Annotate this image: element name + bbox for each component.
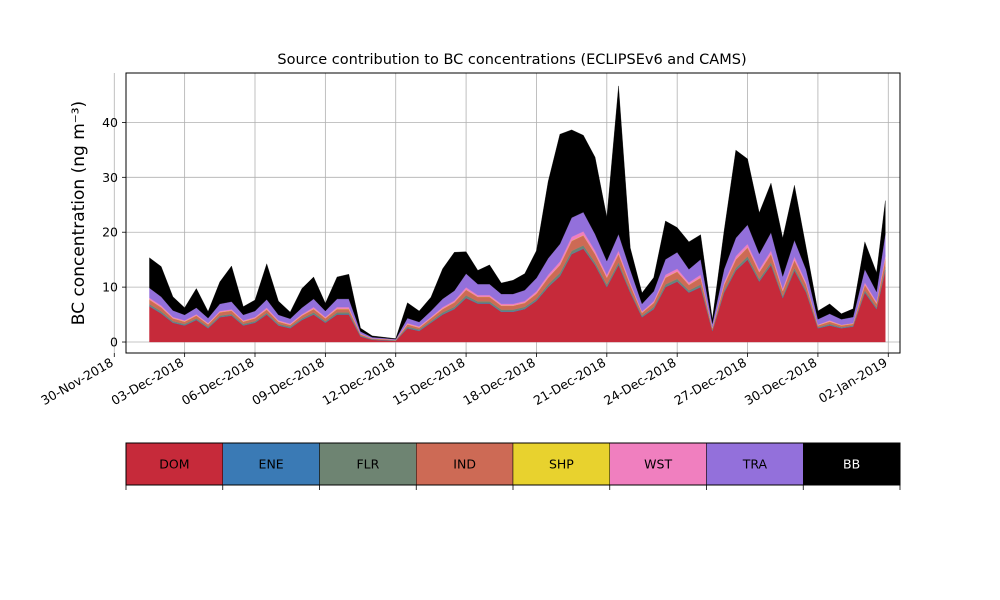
legend-swatch-bb	[803, 442, 901, 486]
legend-swatch-wst	[609, 442, 707, 486]
area-bb	[149, 85, 886, 340]
legend-swatch-ene	[222, 442, 320, 486]
legend-label-ene: ENE	[259, 457, 284, 472]
y-tick-label: 30	[102, 170, 118, 185]
y-tick-label: 40	[102, 115, 118, 130]
legend-label-dom: DOM	[159, 457, 189, 472]
legend-label-tra: TRA	[742, 457, 768, 472]
plot-frame	[125, 72, 901, 354]
y-tick-label: 20	[102, 225, 118, 240]
y-tick-label: 10	[102, 280, 118, 295]
y-tick-label: 0	[110, 335, 118, 350]
legend-frame	[125, 442, 901, 486]
legend-label-flr: FLR	[356, 457, 379, 472]
legend-label-wst: WST	[644, 457, 672, 472]
stacked-areas	[149, 85, 886, 343]
legend-label-bb: BB	[843, 457, 860, 472]
y-axis-label: BC concentration (ng m⁻³)	[69, 101, 89, 325]
legend-label-ind: IND	[453, 457, 476, 472]
legend-swatch-flr	[319, 442, 417, 486]
y-axis: 0 10 20 30 40	[102, 115, 126, 350]
legend-swatch-tra	[706, 442, 804, 486]
legend-colorbar: DOM ENE FLR IND SHP WST TRA BB	[125, 442, 901, 490]
legend-swatch-ind	[416, 442, 514, 486]
legend-swatch-shp	[512, 442, 610, 486]
chart-title: Source contribution to BC concentrations…	[277, 52, 746, 68]
legend-label-shp: SHP	[549, 457, 574, 472]
